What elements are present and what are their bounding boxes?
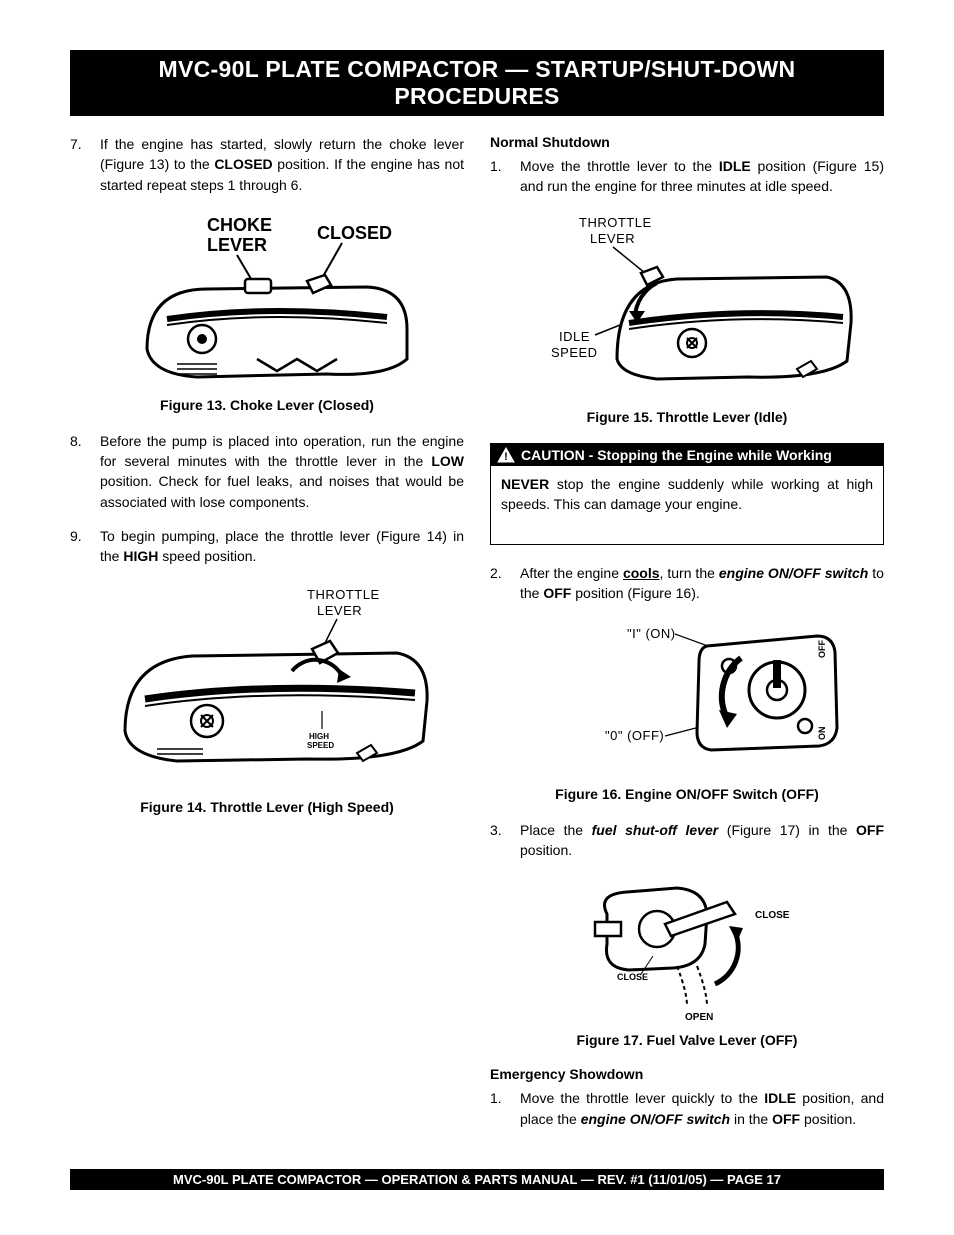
emergency-head: Emergency Showdown (490, 1066, 884, 1082)
close-label-2: CLOSE (617, 972, 648, 982)
figure-16: "I" (ON) "0" (OFF) OFF (490, 618, 884, 802)
switch-off-label: OFF (817, 639, 827, 657)
choke-label: CHOKE (207, 215, 272, 235)
t-bold: HIGH (123, 548, 158, 564)
step-num: 1. (490, 156, 520, 197)
step-text: Before the pump is placed into operation… (100, 431, 464, 512)
warning-icon: ! (497, 447, 515, 463)
t-bold: NEVER (501, 476, 549, 492)
lever-label: LEVER (207, 235, 267, 255)
normal-shutdown-head: Normal Shutdown (490, 134, 884, 150)
page: MVC-90L PLATE COMPACTOR — STARTUP/SHUT-D… (0, 0, 954, 1230)
figure-13-caption: Figure 13. Choke Lever (Closed) (70, 397, 464, 413)
figure-15-caption: Figure 15. Throttle Lever (Idle) (490, 409, 884, 425)
t-bold: IDLE (764, 1090, 796, 1106)
speed-label: SPEED (307, 741, 334, 750)
speed-label: SPEED (551, 345, 598, 360)
t: Place the (520, 822, 592, 838)
t-bold: OFF (856, 822, 884, 838)
open-label: OPEN (685, 1012, 713, 1023)
t: (Figure 17) in the (718, 822, 856, 838)
emergency-steps: 1. Move the throttle lever quickly to th… (490, 1088, 884, 1129)
right-column: Normal Shutdown 1. Move the throttle lev… (490, 134, 884, 1143)
t: stop the engine suddenly while working a… (501, 476, 873, 512)
step-num: 2. (490, 563, 520, 604)
step-text: To begin pumping, place the throttle lev… (100, 526, 464, 567)
t: position. Check for fuel leaks, and nois… (100, 473, 464, 509)
lever-label: LEVER (317, 603, 362, 618)
t-ibold: engine ON/OFF switch (581, 1111, 730, 1127)
figure-16-caption: Figure 16. Engine ON/OFF Switch (OFF) (490, 786, 884, 802)
step-text: Place the fuel shut-off lever (Figure 17… (520, 820, 884, 861)
figure-17: CLOSE CLOSE OPEN Figure 17. Fuel Valve L… (490, 874, 884, 1048)
footer-bar: MVC-90L PLATE COMPACTOR — OPERATION & PA… (70, 1169, 884, 1190)
columns: 7. If the engine has started, slowly ret… (70, 134, 884, 1143)
close-label-1: CLOSE (755, 910, 790, 921)
left-column: 7. If the engine has started, slowly ret… (70, 134, 464, 1143)
figure-14: THROTTLE LEVER HIGH SPEED (70, 581, 464, 815)
caution-box: ! CAUTION - Stopping the Engine while Wo… (490, 443, 884, 546)
right-steps-1: 1. Move the throttle lever to the IDLE p… (490, 156, 884, 197)
step-num: 9. (70, 526, 100, 567)
step-num: 7. (70, 134, 100, 195)
right-steps-3: 3. Place the fuel shut-off lever (Figure… (490, 820, 884, 861)
r-step-1: 1. Move the throttle lever to the IDLE p… (490, 156, 884, 197)
caution-head: ! CAUTION - Stopping the Engine while Wo… (491, 444, 883, 466)
caution-title: CAUTION - Stopping the Engine while Work… (521, 447, 832, 463)
t: position (Figure 16). (571, 585, 699, 601)
figure-14-caption: Figure 14. Throttle Lever (High Speed) (70, 799, 464, 815)
page-title-bar: MVC-90L PLATE COMPACTOR — STARTUP/SHUT-D… (70, 50, 884, 116)
left-steps: 7. If the engine has started, slowly ret… (70, 134, 464, 195)
high-label: HIGH (309, 732, 329, 741)
t-ibold: engine ON/OFF switch (719, 565, 868, 581)
left-steps-2: 8. Before the pump is placed into operat… (70, 431, 464, 567)
step-num: 3. (490, 820, 520, 861)
throttle-label: THROTTLE (579, 215, 652, 230)
lever-label: LEVER (590, 231, 635, 246)
t-bold: CLOSED (214, 156, 272, 172)
t: position. (800, 1111, 856, 1127)
figure-15: THROTTLE LEVER IDLE SPEED (490, 211, 884, 425)
t: speed position. (158, 548, 256, 564)
right-steps-2: 2. After the engine cools, turn the engi… (490, 563, 884, 604)
step-text: After the engine cools, turn the engine … (520, 563, 884, 604)
t: Move the throttle lever to the (520, 158, 719, 174)
idle-label: IDLE (559, 329, 590, 344)
svg-text:!: ! (504, 451, 508, 463)
step-9: 9. To begin pumping, place the throttle … (70, 526, 464, 567)
t-bold: OFF (543, 585, 571, 601)
step-num: 1. (490, 1088, 520, 1129)
r-step-2: 2. After the engine cools, turn the engi… (490, 563, 884, 604)
closed-label: CLOSED (317, 223, 392, 243)
step-text: Move the throttle lever to the IDLE posi… (520, 156, 884, 197)
t: , turn the (660, 565, 719, 581)
t-bold: cools (623, 565, 660, 581)
step-num: 8. (70, 431, 100, 512)
t: After the engine (520, 565, 623, 581)
t-bold: LOW (431, 453, 464, 469)
t-bold: IDLE (719, 158, 751, 174)
step-text: If the engine has started, slowly return… (100, 134, 464, 195)
on-label: "I" (ON) (627, 626, 676, 641)
step-text: Move the throttle lever quickly to the I… (520, 1088, 884, 1129)
step-8: 8. Before the pump is placed into operat… (70, 431, 464, 512)
caution-body: NEVER stop the engine suddenly while wor… (491, 466, 883, 545)
t: in the (730, 1111, 772, 1127)
throttle-label: THROTTLE (307, 587, 380, 602)
t: position. (520, 842, 572, 858)
r-step-3: 3. Place the fuel shut-off lever (Figure… (490, 820, 884, 861)
step-7: 7. If the engine has started, slowly ret… (70, 134, 464, 195)
off-label: "0" (OFF) (605, 728, 664, 743)
t: Before the pump is placed into operation… (100, 433, 464, 469)
switch-on-label: ON (817, 726, 827, 740)
t-bold: OFF (772, 1111, 800, 1127)
e-step-1: 1. Move the throttle lever quickly to th… (490, 1088, 884, 1129)
t: Move the throttle lever quickly to the (520, 1090, 764, 1106)
figure-17-caption: Figure 17. Fuel Valve Lever (OFF) (490, 1032, 884, 1048)
t-ibold: fuel shut-off lever (592, 822, 719, 838)
figure-13: CHOKE LEVER CLOSED F (70, 209, 464, 413)
